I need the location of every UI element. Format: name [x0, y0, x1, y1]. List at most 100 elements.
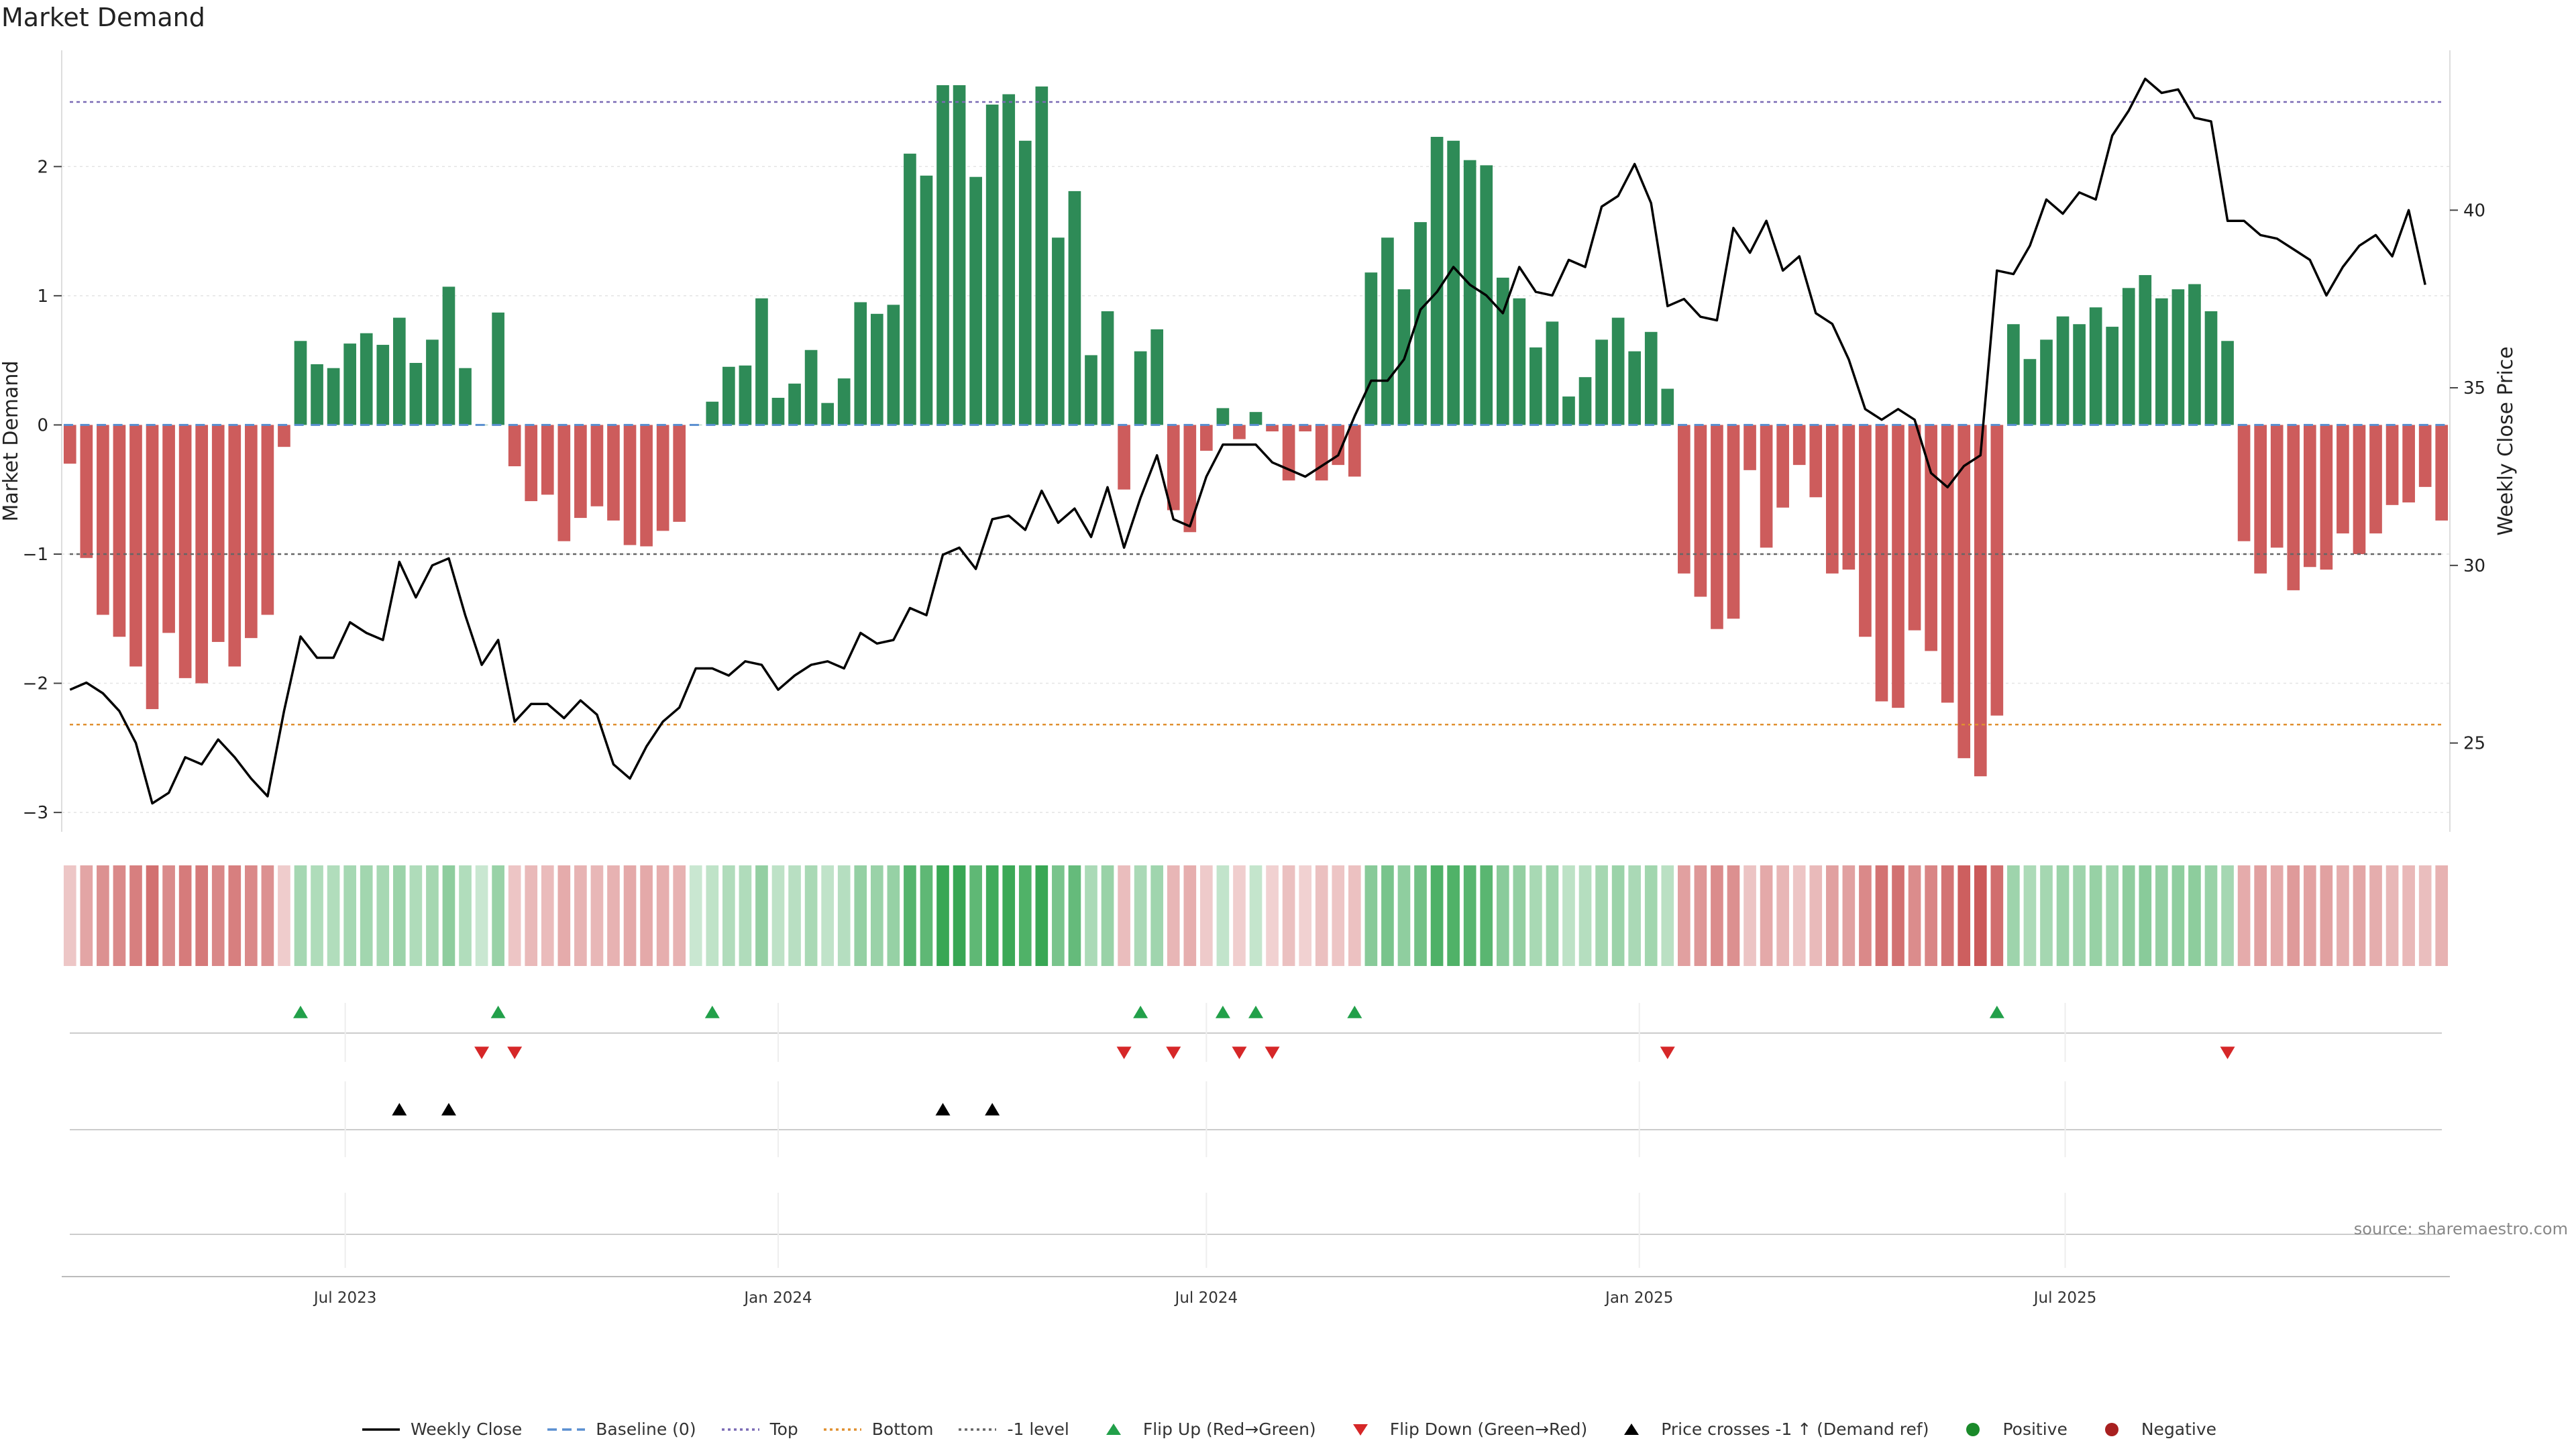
heat-cell [557, 865, 571, 966]
heat-cell [2155, 865, 2168, 966]
legend-item: Price crosses -1 ↑ (Demand ref) [1610, 1419, 1929, 1439]
demand-bar [492, 312, 504, 425]
heat-cell [1381, 865, 1394, 966]
heat-cell [1150, 865, 1164, 966]
demand-bar [1052, 237, 1065, 425]
chart-title: Market Demand [1, 3, 205, 32]
demand-bar [2435, 425, 2449, 521]
demand-bar [1595, 339, 1608, 425]
demand-bar [1809, 425, 1823, 498]
demand-bar [1974, 425, 1987, 777]
heat-cell [771, 865, 785, 966]
heat-cell [278, 865, 290, 966]
demand-bar [1332, 425, 1345, 466]
heat-cell [2007, 865, 2020, 966]
demand-bar [607, 425, 620, 521]
demand-bar [113, 425, 126, 637]
heat-cell [837, 865, 851, 966]
legend-item: Flip Down (Green→Red) [1339, 1419, 1587, 1439]
demand-bar [541, 425, 554, 495]
right-tick-label: 40 [2463, 201, 2485, 221]
legend-swatch [959, 1428, 997, 1431]
flip-up-marker [293, 1006, 308, 1018]
demand-bar [1085, 355, 1097, 425]
demand-bar [1957, 425, 1971, 759]
heat-cell [1282, 865, 1295, 966]
heat-cell [1200, 865, 1213, 966]
heat-cell [1941, 865, 1954, 966]
heat-cell [1990, 865, 2004, 966]
heat-cell [936, 865, 949, 966]
demand-bar [557, 425, 571, 541]
demand-bar [1859, 425, 1872, 637]
demand-bar [1727, 425, 1740, 619]
demand-bar [804, 350, 818, 425]
left-tick-label: 1 [37, 286, 48, 307]
demand-bar [870, 313, 883, 425]
price-cross-marker [441, 1103, 456, 1116]
legend-item: Bottom [821, 1419, 934, 1439]
heat-cell [294, 865, 307, 966]
demand-bar [162, 425, 175, 633]
heat-cell [245, 865, 258, 966]
demand-bar [788, 383, 801, 425]
demand-bar [2303, 425, 2316, 568]
heat-cell [985, 865, 999, 966]
heat-cell [1628, 865, 1642, 966]
flip-down-marker [1116, 1046, 1132, 1059]
heat-cell [870, 865, 883, 966]
heat-cell [1957, 865, 1971, 966]
demand-bar [1430, 137, 1444, 425]
flip-up-marker [1989, 1006, 2004, 1018]
heat-cell [904, 865, 916, 966]
legend-label: Baseline (0) [596, 1419, 696, 1439]
flip-up-marker [1248, 1006, 1263, 1018]
heat-cell [1513, 865, 1526, 966]
heat-cell [1134, 865, 1147, 966]
demand-bar [2089, 307, 2102, 425]
heat-cell [2320, 865, 2333, 966]
heat-cell [459, 865, 472, 966]
heat-cell [1101, 865, 1114, 966]
heat-cell [2188, 865, 2201, 966]
demand-bar [1266, 425, 1279, 432]
demand-bar [1216, 408, 1230, 425]
heat-cell [1792, 865, 1806, 966]
demand-bar [1546, 321, 1559, 425]
heat-cell [1496, 865, 1509, 966]
demand-bar [1908, 425, 1921, 631]
demand-bar [1002, 94, 1016, 425]
heat-cell [1315, 865, 1328, 966]
legend-item: -1 level [956, 1419, 1069, 1439]
legend-label: Bottom [871, 1419, 934, 1439]
demand-bar [2221, 341, 2234, 425]
demand-bar [837, 378, 851, 425]
heat-cell [1925, 865, 1937, 966]
heat-cell [1825, 865, 1839, 966]
flip-up-marker [704, 1006, 720, 1018]
heat-cell [541, 865, 554, 966]
demand-bar [97, 425, 109, 615]
demand-bar [1776, 425, 1789, 508]
demand-bar [2040, 339, 2053, 425]
heat-cell [1562, 865, 1575, 966]
demand-bar [1233, 425, 1246, 439]
demand-bar [2204, 311, 2218, 425]
heat-cell [1743, 865, 1756, 966]
legend-label: Price crosses -1 ↑ (Demand ref) [1661, 1419, 1929, 1439]
heat-cell [2369, 865, 2382, 966]
demand-bar [409, 363, 423, 425]
demand-bar [1018, 140, 1032, 425]
demand-bar [426, 339, 439, 425]
demand-bar [1101, 311, 1114, 425]
demand-bar [1628, 351, 1642, 425]
left-axis-label: Market Demand [0, 361, 23, 522]
demand-bar [2270, 425, 2284, 548]
demand-bar [2056, 316, 2070, 425]
demand-bar [1364, 272, 1378, 425]
heat-cell [80, 865, 93, 966]
demand-bar [1282, 425, 1295, 481]
heat-cell [2303, 865, 2316, 966]
heat-cell [1842, 865, 1856, 966]
heat-cell [2418, 865, 2432, 966]
